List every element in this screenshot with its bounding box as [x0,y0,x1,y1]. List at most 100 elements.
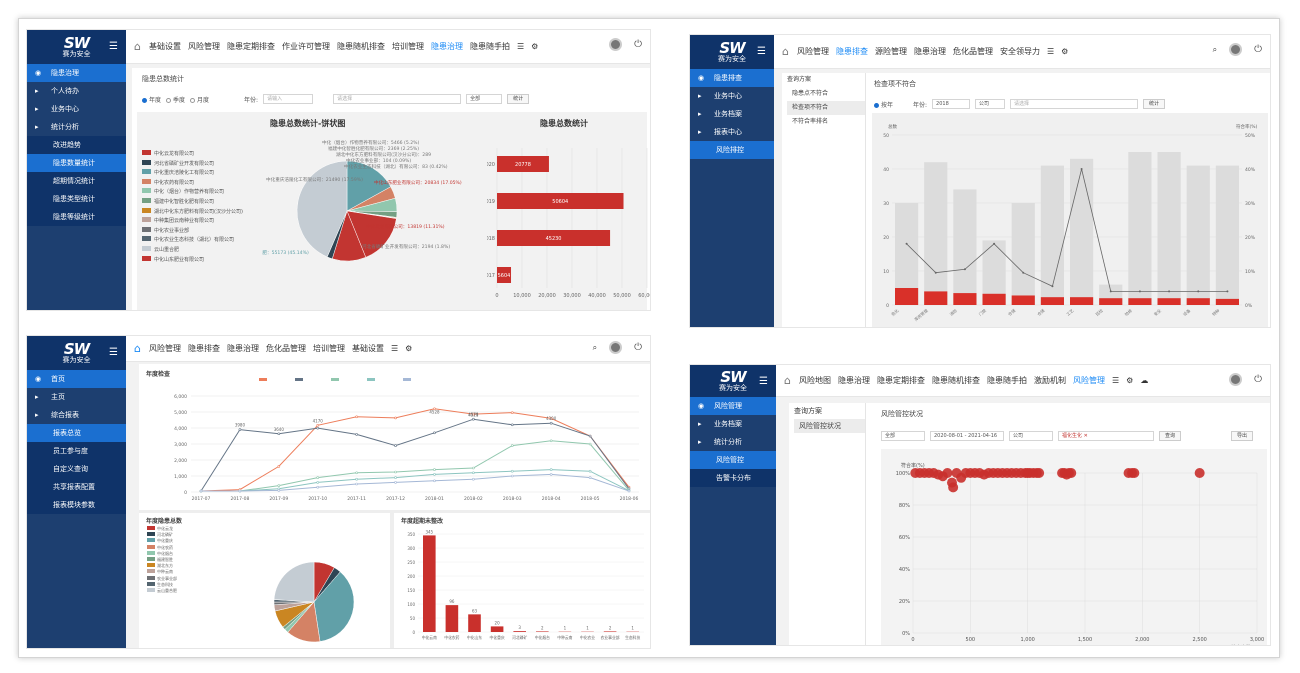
company-select[interactable]: 请选择 [1010,99,1139,109]
radio-quarter[interactable]: 季度 [166,95,185,104]
gear-icon[interactable]: ⚙ [1126,376,1134,385]
sidebar-item[interactable]: ◉ 隐患排查 [690,69,774,87]
sidebar-item[interactable]: ▸ 业务中心 [690,87,774,105]
legend-item[interactable]: 中化重庆 [147,538,177,544]
sidebar-item[interactable]: 风险排控 [690,141,774,159]
menu-toggle-icon[interactable]: ☰ [757,46,766,57]
nav-item[interactable]: 危化品管理 [952,47,993,56]
nav-item[interactable]: 风险管理 [187,42,220,51]
nav-item[interactable]: 作业许可管理 [281,42,330,51]
home-icon[interactable]: ⌂ [782,45,789,58]
sidebar-item[interactable]: ▸ 个人待办 [27,82,126,100]
gear-icon[interactable]: ⚙ [531,42,539,51]
legend-item[interactable]: 农业事业部 [147,575,177,582]
search-icon[interactable]: ⌕ [1212,44,1218,54]
company-select[interactable]: 公司 [1009,431,1053,441]
legend-item[interactable]: 中化农业生态科技（湖北）有限公司 [142,236,243,246]
sidebar-item[interactable]: 风险管控 [690,451,776,469]
legend-item[interactable]: 中化云龙 [147,526,177,532]
scheme-item[interactable]: 风险管控状况 [794,419,865,433]
radio-month[interactable]: 月度 [190,95,209,104]
export-button[interactable]: 导出 [1231,431,1254,441]
sidebar-item[interactable]: ◉ 隐患治理 [27,64,126,82]
legend-item[interactable]: 福建中化智胜化肥有限公司 [142,197,243,208]
legend-item[interactable]: 湖北东方 [147,563,177,569]
legend-item[interactable]: 中化农业事业部 [142,226,243,237]
stat-button[interactable]: 统计 [1143,99,1166,109]
nav-item[interactable]: 隐患随手拍 [986,376,1027,385]
scope-select[interactable]: 全部 [466,94,503,104]
gear-icon[interactable]: ⚙ [405,344,413,353]
menu-toggle-icon[interactable]: ☰ [109,41,118,52]
nav-item[interactable]: 隐患随手拍 [469,42,510,51]
sidebar-item[interactable]: 改进趋势 [27,136,126,154]
year-input[interactable]: 2018 [932,99,971,109]
nav-item[interactable]: 隐患治理 [430,42,463,51]
gear-icon[interactable]: ⚙ [1061,47,1069,56]
legend-item[interactable]: 云山重合肥 [142,245,243,256]
scope-select[interactable]: 公司 [975,99,1006,109]
query-button[interactable]: 查询 [1159,431,1182,441]
legend-item[interactable]: 中化山东肥业有限公司 [142,255,243,266]
nav-item[interactable]: 危化品管理 [265,344,306,353]
search-icon[interactable]: ⌕ [592,342,598,352]
sidebar-item[interactable]: ▸ 业务中心 [27,100,126,118]
nav-item[interactable]: 基础设置 [351,344,384,353]
sidebar-item[interactable]: ▸ 统计分析 [690,433,776,451]
legend-item[interactable]: 中化烟台 [147,550,177,557]
legend-item[interactable]: 生态科技 [147,581,177,588]
more-icon[interactable]: ☰ [1046,47,1055,56]
avatar[interactable] [609,38,623,51]
nav-item[interactable]: 隐患定期排查 [876,376,925,385]
nav-item[interactable]: 风险管理 [148,344,181,353]
sidebar-item[interactable]: ▸ 报表中心 [690,123,774,141]
avatar[interactable] [1229,43,1243,56]
power-icon[interactable]: ⏻ [1254,374,1262,385]
legend-item[interactable]: 湖北中化东方肥料有限公司(汉沙分公司) [142,207,243,218]
avatar[interactable] [1229,373,1243,386]
power-icon[interactable]: ⏻ [1254,44,1262,55]
sidebar-item[interactable]: ▸ 主页 [27,388,126,406]
menu-toggle-icon[interactable]: ☰ [109,347,118,358]
nav-item[interactable]: 培训管理 [391,42,424,51]
sidebar-item[interactable]: 超期情况统计 [27,172,126,190]
sidebar-item[interactable]: ◉ 首页 [27,370,126,388]
radio-year[interactable]: 按年 [874,100,893,109]
legend-item[interactable]: 河北磷矿 [147,532,177,538]
sidebar-item[interactable]: ▸ 业务档案 [690,415,776,433]
legend-item[interactable]: 中化重庆涪陵化工有限公司 [142,169,243,179]
nav-item[interactable]: 风险地图 [798,376,831,385]
legend-item[interactable]: 中种云南 [147,569,177,575]
home-icon[interactable]: ⌂ [134,342,141,355]
company-select[interactable]: 请选择 [333,94,462,104]
more-icon[interactable]: ☰ [1111,376,1120,385]
legend-item[interactable]: 河北省磷矿业开发有限公司 [142,159,243,170]
home-icon[interactable]: ⌂ [784,374,791,387]
sidebar-item[interactable]: 隐患数量统计 [27,154,126,172]
nav-item[interactable]: 隐患排查 [835,47,868,56]
scope-select[interactable]: 全部 [881,431,925,441]
sidebar-item[interactable]: ▸ 综合报表 [27,406,126,424]
menu-toggle-icon[interactable]: ☰ [759,376,768,387]
power-icon[interactable]: ⏻ [634,39,642,50]
sidebar-item[interactable]: 告警卡分布 [690,469,776,487]
nav-item[interactable]: 隐患治理 [913,47,946,56]
sidebar-item[interactable]: ▸ 统计分析 [27,118,126,136]
nav-item[interactable]: 隐患治理 [226,344,259,353]
legend-item[interactable]: 福建智胜 [147,557,177,563]
legend-item[interactable]: 中化农药 [147,544,177,551]
sidebar-item[interactable]: 报表总览 [27,424,126,442]
nav-item[interactable]: 基础设置 [148,42,181,51]
sidebar-item[interactable]: 报表模块参数 [27,496,126,514]
power-icon[interactable]: ⏻ [634,342,642,353]
more-icon[interactable]: ☰ [390,344,399,353]
nav-item[interactable]: 风险管理 [796,47,829,56]
sidebar-item[interactable]: ◉ 风险管理 [690,397,776,415]
nav-item[interactable]: 隐患定期排查 [226,42,275,51]
nav-item[interactable]: 隐患排查 [187,344,220,353]
sidebar-item[interactable]: 隐患等级统计 [27,208,126,226]
nav-item[interactable]: 培训管理 [312,344,345,353]
scheme-item[interactable]: 检查项不符合 [787,101,865,115]
nav-item[interactable]: 隐患随机排查 [336,42,385,51]
sidebar-item[interactable]: ▸ 业务档案 [690,105,774,123]
